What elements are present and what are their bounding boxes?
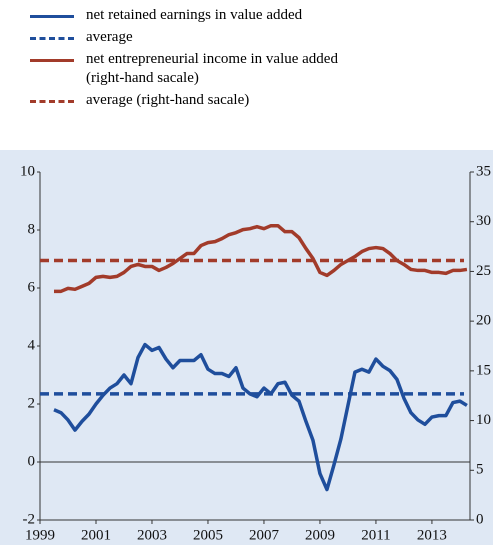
x-tick-label: 1999 xyxy=(25,527,55,543)
legend-item: average (right-hand sacale) xyxy=(30,91,360,110)
legend-item: net retained earnings in value added xyxy=(30,6,360,25)
legend-swatch xyxy=(30,37,74,40)
y2-tick-label: 5 xyxy=(476,462,484,478)
legend-label: net entrepreneurial income in value adde… xyxy=(86,51,338,86)
y2-tick-label: 15 xyxy=(476,362,491,378)
legend: net retained earnings in value added aver… xyxy=(30,6,360,113)
y-tick-label: 6 xyxy=(28,279,36,295)
y2-tick-label: 20 xyxy=(476,313,491,329)
x-tick-label: 2013 xyxy=(417,527,447,543)
legend-label: net retained earnings in value added xyxy=(86,7,303,23)
legend-swatch xyxy=(30,100,74,103)
y-tick-label: 8 xyxy=(28,221,36,237)
y2-tick-label: 10 xyxy=(476,412,491,428)
plot-background xyxy=(0,150,493,545)
x-tick-label: 2005 xyxy=(193,527,223,543)
x-tick-label: 2007 xyxy=(249,527,280,543)
y2-tick-label: 0 xyxy=(476,511,484,527)
series-line xyxy=(53,342,468,492)
x-tick-label: 2003 xyxy=(137,527,167,543)
legend-label: average xyxy=(86,29,133,45)
x-tick-label: 2001 xyxy=(81,527,111,543)
y-tick-label: 4 xyxy=(28,337,36,353)
legend-swatch xyxy=(30,15,74,18)
y2-tick-label: 35 xyxy=(476,163,491,179)
y-tick-label: 10 xyxy=(20,163,35,179)
legend-swatch xyxy=(30,59,74,62)
y-tick-label: 2 xyxy=(28,395,36,411)
x-tick-label: 2011 xyxy=(361,527,390,543)
y2-tick-label: 30 xyxy=(476,213,491,229)
y-tick-label: -2 xyxy=(23,511,36,527)
y-tick-label: 0 xyxy=(28,453,36,469)
legend-label: average (right-hand sacale) xyxy=(86,92,250,108)
x-tick-label: 2009 xyxy=(305,527,335,543)
y2-tick-label: 25 xyxy=(476,263,491,279)
legend-item: average xyxy=(30,28,360,47)
legend-item: net entrepreneurial income in value adde… xyxy=(30,50,360,88)
